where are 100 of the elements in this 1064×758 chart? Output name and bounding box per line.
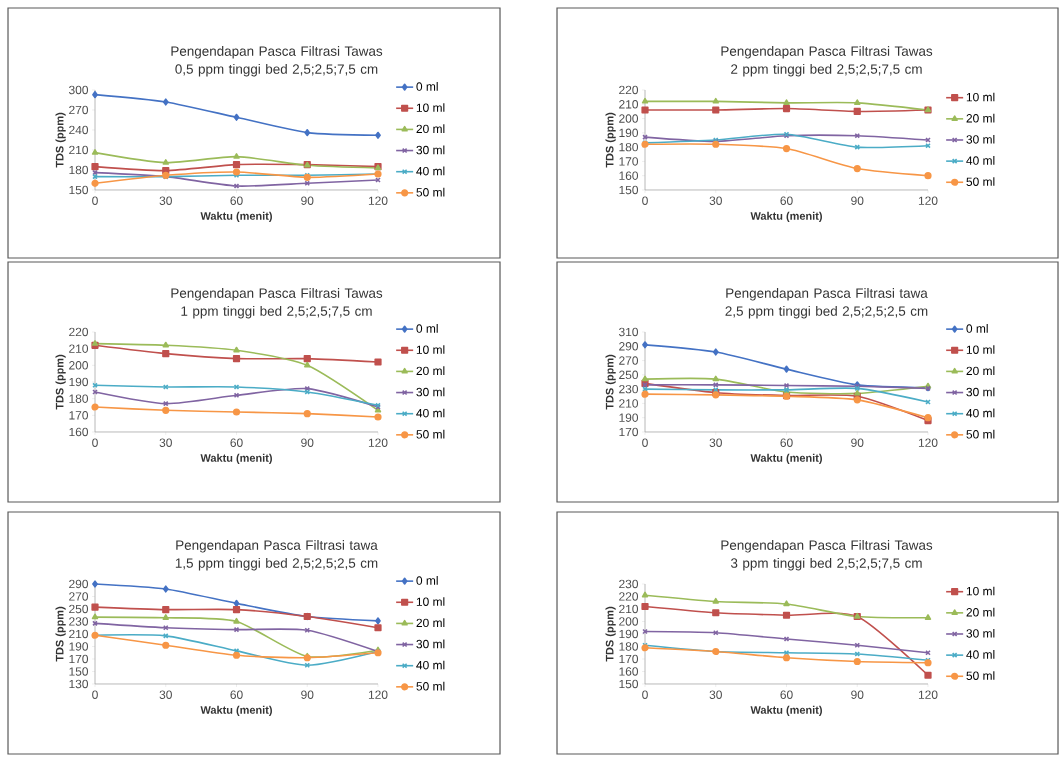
- legend-label: 20 ml: [416, 124, 445, 134]
- x-tick-label: 60: [780, 690, 793, 699]
- y-tick-label: 190: [69, 377, 89, 387]
- legend-label: 0 ml: [966, 324, 988, 333]
- x-tick-label: 0: [92, 196, 98, 205]
- y-tick-label: 300: [68, 85, 89, 95]
- x-tick-label: 30: [159, 438, 172, 447]
- x-axis-title: Waktu (menit): [200, 705, 272, 717]
- legend-label: 20 ml: [966, 366, 995, 376]
- legend-label: 30 ml: [966, 387, 995, 397]
- legend-label: 50 ml: [966, 429, 995, 439]
- legend-label: 40 ml: [416, 166, 445, 176]
- x-tick-label: 0: [642, 438, 648, 447]
- x-tick-label: 0: [92, 690, 98, 699]
- legend-label: 30 ml: [966, 134, 995, 144]
- x-tick-label: 30: [159, 196, 172, 205]
- x-tick-label: 60: [230, 196, 243, 205]
- y-tick-label: 220: [619, 85, 639, 95]
- legend-label: 30 ml: [416, 387, 445, 397]
- x-tick-label: 120: [918, 196, 938, 205]
- legend-label: 10 ml: [416, 103, 445, 112]
- y-tick-label: 270: [619, 356, 639, 365]
- legend-label: 0 ml: [416, 324, 438, 333]
- legend-label: 10 ml: [966, 345, 995, 354]
- legend-label: 0 ml: [416, 82, 438, 91]
- legend-label: 40 ml: [416, 408, 445, 418]
- chart-title: Pengendapan Pasca Filtrasi Tawas 3 ppm tinggi bed 2,5;2,5;7,5 cm: [721, 540, 933, 571]
- legend-label: 50 ml: [416, 429, 445, 439]
- x-tick-label: 90: [851, 196, 864, 205]
- x-tick-label: 60: [230, 690, 243, 699]
- y-tick-label: 230: [69, 617, 89, 626]
- x-tick-label: 120: [368, 196, 388, 205]
- y-axis-title: TDS (ppm): [605, 606, 616, 662]
- y-tick-label: 210: [619, 100, 639, 109]
- y-tick-label: 150: [69, 667, 89, 676]
- y-tick-label: 160: [619, 667, 639, 676]
- y-tick-label: 210: [619, 604, 639, 614]
- x-tick-label: 90: [851, 438, 864, 447]
- y-tick-label: 190: [69, 642, 89, 651]
- y-tick-label: 190: [619, 128, 639, 138]
- y-tick-label: 270: [69, 105, 89, 115]
- legend-label: 20 ml: [966, 113, 995, 123]
- legend-label: 30 ml: [416, 145, 445, 155]
- legend-label: 10 ml: [416, 597, 445, 606]
- legend-label: 0 ml: [416, 576, 438, 585]
- x-axis-title: Waktu (menit): [750, 705, 822, 717]
- y-tick-label: 230: [619, 384, 639, 394]
- y-tick-label: 130: [69, 679, 89, 689]
- x-axis-title: Waktu (menit): [200, 453, 272, 465]
- y-tick-label: 200: [619, 114, 639, 123]
- y-tick-label: 160: [69, 427, 89, 437]
- x-tick-label: 30: [159, 690, 172, 699]
- y-tick-label: 200: [619, 617, 639, 626]
- y-tick-label: 150: [619, 185, 639, 195]
- x-tick-label: 120: [918, 438, 938, 447]
- y-tick-label: 150: [619, 679, 639, 689]
- legend-label: 10 ml: [416, 345, 445, 354]
- y-tick-label: 170: [69, 411, 89, 420]
- x-tick-label: 0: [642, 690, 648, 699]
- x-axis-title: Waktu (menit): [750, 211, 822, 223]
- y-tick-label: 290: [619, 342, 639, 351]
- y-tick-label: 210: [69, 145, 89, 155]
- legend-label: 50 ml: [416, 681, 445, 691]
- legend-label: 40 ml: [966, 408, 995, 418]
- y-tick-label: 180: [619, 642, 639, 651]
- y-tick-label: 150: [69, 185, 89, 195]
- y-tick-label: 190: [619, 413, 639, 422]
- x-tick-label: 120: [368, 438, 388, 447]
- x-axis-title: Waktu (menit): [200, 211, 272, 223]
- y-tick-label: 210: [69, 629, 89, 639]
- legend-label: 40 ml: [966, 650, 995, 659]
- x-axis-title: Waktu (menit): [750, 453, 822, 465]
- y-axis-title: TDS (ppm): [605, 112, 616, 168]
- y-axis-title: TDS (ppm): [55, 606, 66, 662]
- x-tick-label: 30: [709, 690, 722, 699]
- y-tick-label: 270: [69, 592, 89, 601]
- chart-title: Pengendapan Pasca Filtrasi Tawas 0,5 ppm tinggi bed 2,5;2,5;7,5 cm: [171, 46, 383, 77]
- x-tick-label: 60: [230, 438, 243, 447]
- y-tick-label: 170: [619, 427, 639, 437]
- chart-title: Pengendapan Pasca Filtrasi Tawas 2 ppm tinggi bed 2,5;2,5;7,5 cm: [721, 46, 933, 77]
- y-tick-label: 230: [619, 579, 639, 589]
- legend-label: 50 ml: [966, 671, 995, 680]
- legend-label: 20 ml: [966, 607, 995, 617]
- y-tick-label: 310: [619, 327, 639, 337]
- y-tick-label: 180: [69, 394, 89, 403]
- x-tick-label: 90: [301, 196, 314, 205]
- y-tick-label: 180: [69, 165, 89, 175]
- legend-label: 40 ml: [416, 660, 445, 670]
- legend-label: 40 ml: [966, 156, 995, 165]
- y-tick-label: 250: [619, 370, 639, 380]
- x-tick-label: 90: [851, 690, 864, 699]
- x-tick-label: 120: [368, 690, 388, 699]
- legend-label: 20 ml: [416, 618, 445, 628]
- y-tick-label: 190: [619, 629, 639, 639]
- x-tick-label: 120: [918, 690, 938, 699]
- chart-title: Pengendapan Pasca Filtrasi tawa 2,5 ppm tinggi bed 2,5;2,5;2,5 cm: [725, 288, 928, 319]
- x-tick-label: 0: [92, 438, 98, 447]
- y-tick-label: 180: [619, 142, 639, 152]
- y-tick-label: 200: [69, 361, 89, 370]
- y-tick-label: 250: [69, 604, 89, 614]
